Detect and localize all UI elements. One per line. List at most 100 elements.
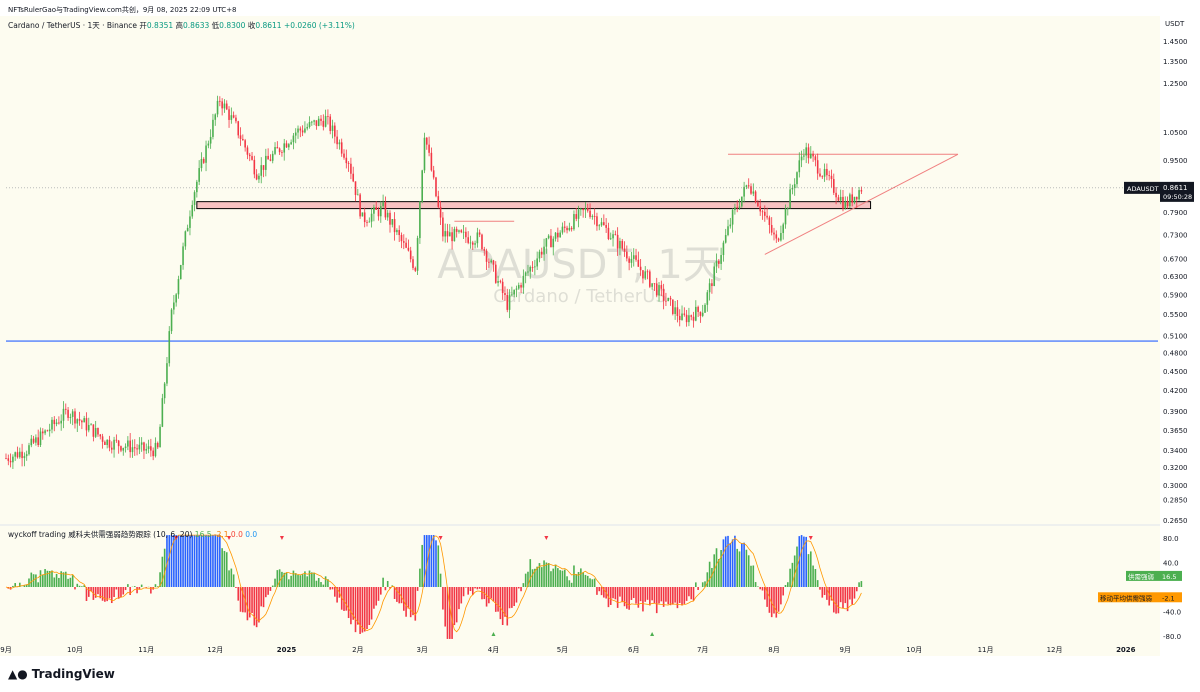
candle-body	[672, 299, 674, 314]
price-tick-label: 0.3650	[1163, 427, 1188, 435]
candle-body	[600, 222, 603, 226]
strength-bar	[543, 560, 545, 587]
candle-body	[64, 408, 67, 410]
strength-bar	[308, 570, 311, 587]
strength-bar	[667, 587, 670, 605]
strength-bar	[407, 587, 410, 609]
strength-bar	[416, 587, 419, 591]
low-label: 低	[211, 21, 220, 30]
candle-body	[729, 224, 732, 227]
strength-bar	[665, 587, 667, 602]
strength-bar	[136, 587, 138, 594]
candle-body	[138, 444, 141, 450]
candle-body	[745, 185, 748, 187]
candle-body	[251, 156, 253, 160]
candle-body	[425, 137, 428, 145]
candle-body	[554, 232, 557, 239]
price-tick-label: 0.7900	[1163, 209, 1188, 217]
strength-bar	[784, 585, 787, 587]
candle-body	[110, 447, 113, 450]
strength-bar	[660, 587, 663, 602]
candle-body	[196, 181, 198, 193]
strength-bar	[458, 587, 460, 610]
strength-bar	[357, 587, 359, 625]
candle-body	[842, 196, 844, 209]
candle-body	[570, 227, 573, 230]
candle-body	[803, 155, 805, 157]
candle-body	[844, 201, 847, 209]
strength-bar	[676, 587, 679, 609]
strength-bar	[593, 578, 596, 587]
candle-body	[559, 232, 561, 238]
candle-body	[713, 266, 716, 287]
candle-body	[347, 163, 350, 164]
candle-body	[722, 242, 725, 256]
candle-body	[586, 208, 589, 211]
candle-body	[793, 184, 796, 188]
candle-body	[83, 418, 85, 423]
candle-body	[584, 208, 587, 211]
candle-body	[389, 212, 391, 225]
candle-body	[283, 143, 286, 153]
strength-bar	[104, 587, 106, 602]
candle-body	[435, 177, 437, 197]
candle-body	[529, 267, 532, 272]
strength-bar	[853, 587, 856, 599]
strength-bar	[789, 568, 791, 587]
candle-body	[596, 216, 598, 227]
strength-bar	[644, 587, 647, 602]
candle-body	[255, 174, 258, 180]
candle-body	[770, 225, 773, 233]
strength-bar	[626, 587, 628, 609]
strength-bar	[534, 568, 536, 587]
candle-body	[145, 448, 148, 451]
strength-bar	[405, 587, 407, 617]
change-value: +0.0260 (+3.11%)	[283, 21, 355, 30]
ma-value-bg	[1160, 592, 1182, 603]
candle-body	[547, 235, 550, 239]
strength-bar	[193, 535, 196, 587]
strength-bar	[596, 587, 598, 595]
candle-body	[757, 202, 759, 207]
strength-bar	[150, 587, 152, 594]
strength-bar	[212, 535, 214, 587]
sell-signal-icon	[227, 536, 232, 540]
candle-body	[832, 179, 835, 193]
strength-bar	[637, 587, 640, 608]
strength-bar	[76, 583, 79, 587]
candle-body	[632, 255, 635, 259]
candle-body	[708, 283, 711, 293]
candle-body	[784, 208, 787, 225]
candle-body	[147, 446, 150, 449]
strength-bar	[315, 580, 318, 587]
strength-bar	[14, 583, 17, 587]
candle-body	[51, 419, 53, 430]
countdown-tag: 09:50:28	[1163, 193, 1192, 201]
candle-body	[58, 422, 60, 424]
strength-bar	[285, 572, 288, 587]
strength-bar	[242, 587, 244, 613]
strength-bar	[462, 587, 465, 597]
strength-bar	[354, 587, 357, 633]
candle-body	[846, 201, 849, 207]
strength-bar	[235, 587, 237, 588]
strength-bar	[18, 582, 21, 587]
sell-signal-icon	[174, 536, 179, 540]
strength-bar	[589, 578, 591, 587]
candle-body	[635, 255, 637, 260]
strength-bar	[653, 587, 656, 603]
candle-body	[244, 140, 246, 148]
strength-bar	[25, 584, 28, 587]
strength-bar	[803, 536, 805, 587]
footer-brand[interactable]: ▲● TradingView	[8, 667, 115, 681]
candle-body	[674, 307, 676, 314]
strength-bar	[60, 571, 62, 587]
candle-body	[154, 442, 157, 457]
candle-body	[412, 259, 414, 268]
strength-bar	[584, 574, 587, 587]
strength-bar	[738, 551, 741, 587]
strength-bar	[513, 587, 515, 606]
time-tick-label: 12月	[1047, 646, 1063, 654]
strength-bar	[246, 587, 249, 621]
